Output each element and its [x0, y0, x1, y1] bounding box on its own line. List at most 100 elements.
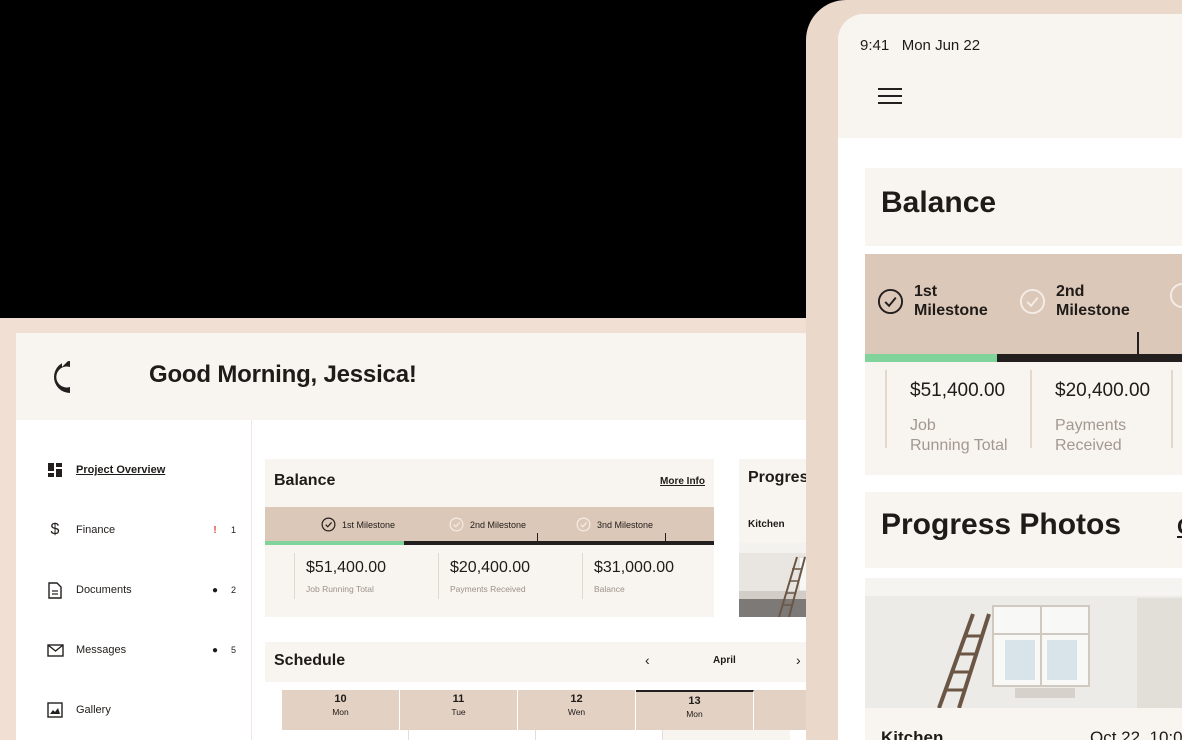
tablet-balance-card: Balance: [865, 168, 1182, 246]
day-column-selected[interactable]: 13 Mon: [636, 690, 754, 730]
tablet-progress-photos-header: Progress Photos G: [865, 492, 1182, 568]
schedule-title: Schedule: [274, 652, 346, 669]
milestone-1[interactable]: 1st Milestone: [321, 517, 395, 532]
unread-dot: ●: [211, 584, 219, 596]
sidebar-item-label: Project Overview: [76, 464, 166, 476]
day-column[interactable]: 11 Tue: [400, 690, 518, 730]
milestone-label: 1st Milestone: [342, 519, 396, 530]
kitchen-photo[interactable]: [865, 578, 1182, 708]
schedule-cell[interactable]: [282, 730, 409, 740]
check-circle-icon: [576, 517, 591, 532]
amounts-row: $51,400.00 Job Running Total $20,400.00 …: [265, 545, 714, 617]
milestone-bar: 1st Milestone 2nd Milestone 3nd Mileston…: [265, 507, 714, 545]
milestone-label: 2nd: [1056, 283, 1085, 300]
day-number: 12: [570, 693, 583, 705]
greeting-title: Good Morning, Jessica!: [149, 361, 417, 388]
prev-month-button[interactable]: ‹: [645, 652, 650, 668]
check-circle-icon: [1169, 282, 1182, 309]
amount-value: $31,000.00: [594, 559, 675, 576]
amount-value: $51,400.00: [306, 559, 387, 576]
weekday: Mon: [332, 707, 349, 717]
tablet-amounts: $51,400.00 Job Running Total $20,400.00 P…: [865, 362, 1182, 475]
desktop-window: Good Morning, Jessica! Project Overview …: [0, 318, 838, 740]
schedule-cell[interactable]: 2nd Milestone: [663, 730, 790, 740]
progress-fill: [265, 541, 405, 545]
amount-label: Job: [910, 417, 936, 434]
amount-label: Payments: [1055, 417, 1127, 434]
count-badge: 2: [230, 585, 236, 595]
sidebar-item-gallery[interactable]: Gallery: [46, 700, 236, 720]
amount-payments-received: $20,400.00 Payments Received: [1030, 370, 1151, 454]
app-header: Good Morning, Jessica!: [16, 333, 838, 420]
next-month-button[interactable]: ›: [796, 652, 801, 668]
tablet-header: 9:41 Mon Jun 22: [838, 14, 1182, 138]
check-circle-icon: [449, 517, 464, 532]
sidebar-item-project-overview[interactable]: Project Overview: [46, 460, 236, 480]
amount-label: Running Total: [910, 437, 1008, 454]
amount-divider: [1171, 370, 1182, 448]
milestone-1[interactable]: 1st Milestone: [877, 282, 988, 320]
sidebar-item-label: Messages: [76, 644, 127, 656]
milestone-label: Milestone: [1056, 302, 1130, 319]
amount-label: Payments Received: [450, 584, 526, 594]
count-badge: 5: [230, 645, 236, 655]
document-icon: [46, 581, 64, 599]
amount-job-running-total: $51,400.00 Job Running Total: [294, 553, 386, 599]
tablet-milestone-bar: 1st Milestone 2nd Milestone: [865, 254, 1182, 362]
sidebar-item-finance[interactable]: $ Finance ! 1: [46, 520, 236, 540]
sidebar-item-label: Documents: [76, 584, 132, 596]
amount-label: Balance: [594, 584, 625, 594]
progress-room-label: Kitchen: [748, 519, 785, 530]
sidebar-item-messages[interactable]: Messages ● 5: [46, 640, 236, 660]
balance-title: Balance: [881, 186, 997, 219]
schedule-section: Schedule ‹ April › 10 Mon 11 Tue 12 Wen: [265, 642, 838, 740]
photo-date: Oct 22, 10:0: [1090, 728, 1182, 740]
schedule-header: Schedule ‹ April ›: [265, 642, 838, 682]
photo-caption: Kitchen Oct 22, 10:0: [865, 708, 1182, 740]
progress-photos-title: Progress Photos: [881, 508, 1122, 541]
day-number: 13: [688, 695, 701, 707]
day-number: 11: [452, 693, 465, 705]
balance-card: Balance More Info 1st Milestone 2nd Mile…: [265, 459, 714, 617]
amount-label: Job Running Total: [306, 584, 374, 594]
amount-label: Received: [1055, 437, 1122, 454]
dollar-icon: $: [50, 521, 60, 538]
progress-track: [865, 354, 1182, 362]
weekday: Wen: [567, 707, 586, 717]
milestone-tick: [1137, 332, 1139, 354]
logo-icon: [54, 361, 70, 393]
dashboard-icon: [46, 461, 64, 479]
milestone-tick: [537, 533, 538, 542]
schedule-cell[interactable]: [409, 730, 536, 740]
schedule-grid: 2nd Milestone: [282, 730, 838, 740]
progress-title: Progress: [748, 469, 818, 486]
photo-room-label: Kitchen: [881, 728, 944, 740]
progress-photos-link[interactable]: G: [1177, 514, 1182, 540]
mail-icon: [46, 641, 64, 659]
amount-value: $20,400.00: [450, 559, 531, 576]
amount-job-running-total: $51,400.00 Job Running Total: [885, 370, 1008, 454]
more-info-link[interactable]: More Info: [660, 475, 705, 487]
tablet-screen: 9:41 Mon Jun 22 Balance 1st Milestone 2nd…: [838, 14, 1182, 740]
day-header-row: 10 Mon 11 Tue 12 Wen 13 Mon: [282, 690, 838, 730]
milestone-3[interactable]: [1169, 282, 1182, 309]
alert-badge: !: [213, 524, 217, 536]
milestone-label: Milestone: [914, 302, 988, 319]
day-column[interactable]: 12 Wen: [518, 690, 636, 730]
amount-value: $20,400.00: [1055, 380, 1151, 401]
desktop-app: Good Morning, Jessica! Project Overview …: [16, 333, 838, 740]
milestone-2[interactable]: 2nd Milestone: [1019, 282, 1130, 320]
milestone-tick: [665, 533, 666, 542]
weekday: Tue: [451, 707, 466, 717]
sidebar-item-documents[interactable]: Documents ● 2: [46, 580, 236, 600]
amount-payments-received: $20,400.00 Payments Received: [438, 553, 530, 599]
day-column[interactable]: 10 Mon: [282, 690, 400, 730]
schedule-event[interactable]: 2nd Milestone: [663, 730, 790, 740]
sidebar-item-label: Finance: [76, 524, 116, 536]
day-number: 10: [334, 693, 347, 705]
milestone-2[interactable]: 2nd Milestone: [449, 517, 526, 532]
hamburger-menu-icon[interactable]: [878, 88, 902, 106]
count-badge: 1: [230, 525, 236, 535]
schedule-cell[interactable]: [536, 730, 663, 740]
milestone-3[interactable]: 3nd Milestone: [576, 517, 653, 532]
